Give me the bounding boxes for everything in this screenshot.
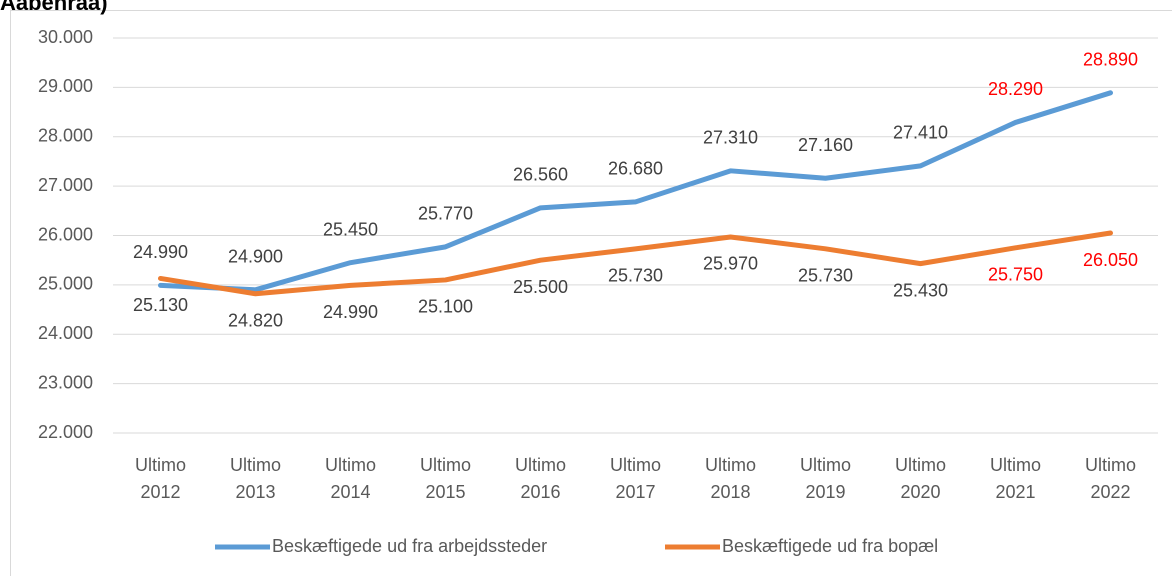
data-label: 25.100 <box>418 297 473 317</box>
chart-border <box>10 10 1172 576</box>
data-label: 24.900 <box>228 247 283 267</box>
data-label: 28.890 <box>1083 50 1138 70</box>
data-label: 27.310 <box>703 128 758 148</box>
data-label: 26.050 <box>1083 250 1138 270</box>
line <box>158 90 1113 293</box>
data-label: 24.990 <box>323 302 378 322</box>
y-tick-label: 22.000 <box>38 422 93 442</box>
data-label: 26.680 <box>608 159 663 179</box>
data-label: 25.750 <box>988 265 1043 285</box>
data-label: 25.130 <box>133 295 188 315</box>
x-tick-label: Ultimo 2012 <box>135 455 186 502</box>
x-tick-label: Ultimo 2022 <box>1085 455 1136 502</box>
chart-title: Aabenraa) <box>0 0 108 15</box>
data-label: 27.160 <box>798 135 853 155</box>
data-label: 25.500 <box>513 277 568 297</box>
y-tick-label: 27.000 <box>38 175 93 195</box>
x-tick-label: Ultimo 2013 <box>230 455 281 502</box>
data-label: 25.450 <box>323 219 378 239</box>
y-tick-label: 28.000 <box>38 126 93 146</box>
x-tick-label: Ultimo 2020 <box>895 455 946 502</box>
x-tick-label: Ultimo 2021 <box>990 455 1041 502</box>
data-label: 26.560 <box>513 165 568 185</box>
x-tick-label: Ultimo 2019 <box>800 455 851 502</box>
y-tick-label: 26.000 <box>38 224 93 244</box>
x-tick-label: Ultimo 2015 <box>420 455 471 502</box>
data-label: 25.730 <box>608 266 663 286</box>
x-tick-label: Ultimo 2017 <box>610 455 661 502</box>
data-label: 25.770 <box>418 204 473 224</box>
x-tick-label: Ultimo 2016 <box>515 455 566 502</box>
data-label: 24.990 <box>133 242 188 262</box>
x-tick-label: Ultimo 2018 <box>705 455 756 502</box>
legend-label: Beskæftigede ud fra arbejdssteder <box>272 536 547 556</box>
x-tick-label: Ultimo 2014 <box>325 455 376 502</box>
legend-label: Beskæftigede ud fra bopæl <box>722 536 938 556</box>
data-label: 25.430 <box>893 280 948 300</box>
y-tick-label: 29.000 <box>38 76 93 96</box>
y-tick-label: 24.000 <box>38 323 93 343</box>
data-label: 28.290 <box>988 79 1043 99</box>
data-label: 25.730 <box>798 266 853 286</box>
data-label: 27.410 <box>893 123 948 143</box>
data-label: 25.970 <box>703 254 758 274</box>
y-tick-label: 25.000 <box>38 274 93 294</box>
y-tick-label: 23.000 <box>38 372 93 392</box>
y-tick-label: 30.000 <box>38 27 93 47</box>
data-label: 24.820 <box>228 311 283 331</box>
line <box>158 230 1113 297</box>
